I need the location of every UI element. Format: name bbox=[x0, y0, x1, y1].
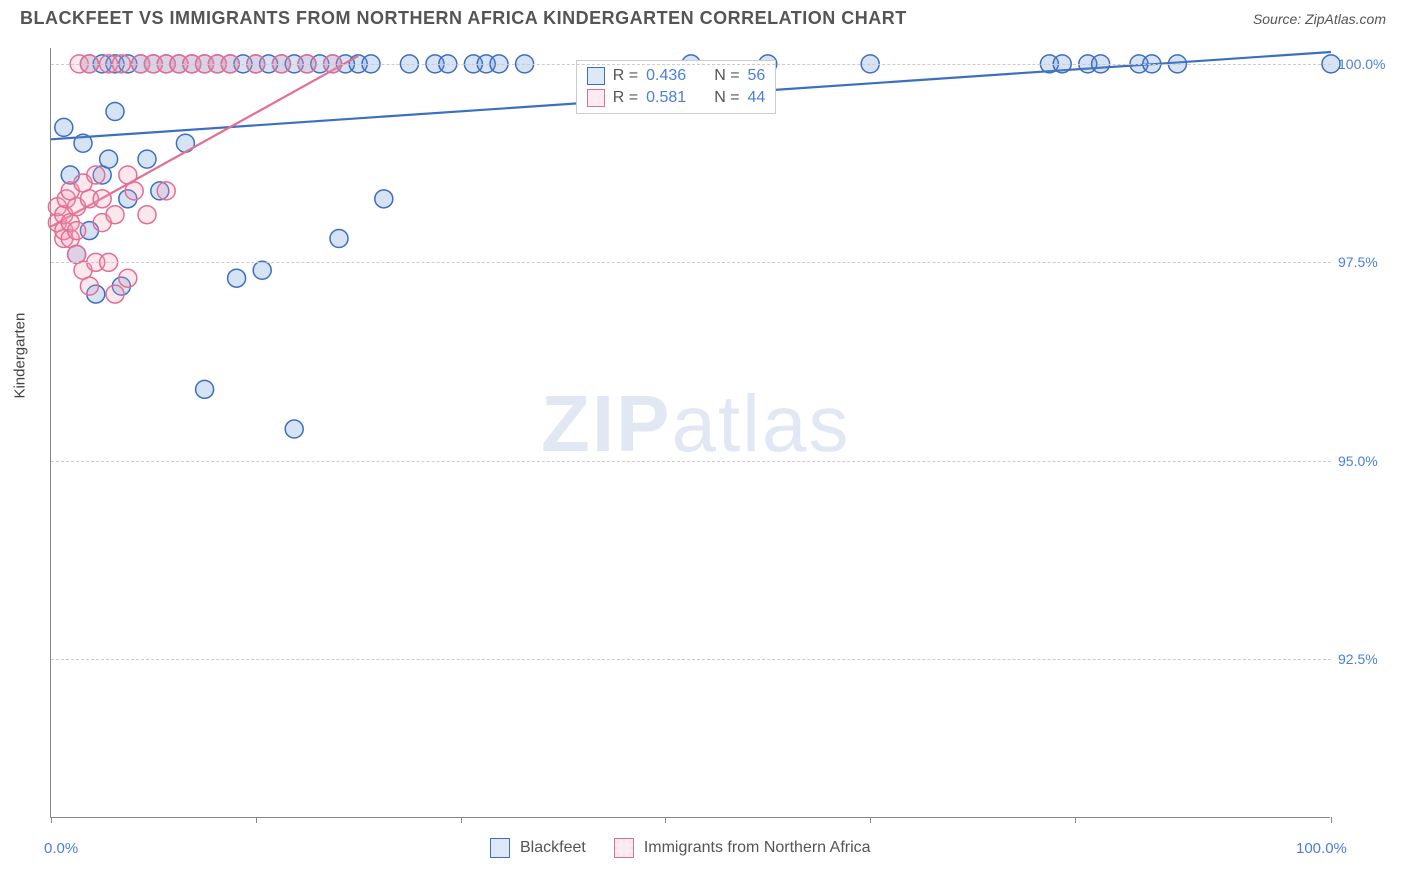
r-label: R = bbox=[613, 89, 638, 107]
chart-source: Source: ZipAtlas.com bbox=[1253, 11, 1386, 27]
data-point bbox=[375, 190, 393, 208]
data-point bbox=[330, 230, 348, 248]
gridline bbox=[51, 262, 1331, 263]
r-label: R = bbox=[613, 67, 638, 85]
x-axis-min-label: 0.0% bbox=[44, 840, 78, 857]
y-tick-label: 95.0% bbox=[1338, 453, 1378, 469]
y-tick-label: 100.0% bbox=[1338, 56, 1385, 72]
x-tick bbox=[1075, 817, 1076, 823]
data-point bbox=[106, 285, 124, 303]
legend: Blackfeet Immigrants from Northern Africa bbox=[490, 838, 889, 858]
data-point bbox=[106, 206, 124, 224]
chart-title: BLACKFEET VS IMMIGRANTS FROM NORTHERN AF… bbox=[20, 8, 907, 29]
y-tick-label: 97.5% bbox=[1338, 254, 1378, 270]
data-point bbox=[106, 103, 124, 121]
data-point bbox=[125, 182, 143, 200]
data-point bbox=[68, 222, 86, 240]
legend-swatch bbox=[587, 67, 605, 85]
x-tick bbox=[665, 817, 666, 823]
legend-label: Blackfeet bbox=[520, 839, 586, 857]
y-axis-title: Kindergarten bbox=[12, 313, 29, 399]
correlation-box: R = 0.436 N = 56 R = 0.581 N = 44 bbox=[576, 60, 777, 114]
data-point bbox=[93, 190, 111, 208]
n-value: 44 bbox=[748, 89, 766, 107]
n-label: N = bbox=[714, 67, 739, 85]
data-point bbox=[157, 182, 175, 200]
data-point bbox=[55, 118, 73, 136]
legend-swatch bbox=[490, 838, 510, 858]
x-tick bbox=[256, 817, 257, 823]
n-label: N = bbox=[714, 89, 739, 107]
data-point bbox=[196, 380, 214, 398]
data-point bbox=[138, 150, 156, 168]
plot-svg bbox=[51, 48, 1331, 818]
x-tick bbox=[461, 817, 462, 823]
gridline bbox=[51, 64, 1331, 65]
gridline bbox=[51, 659, 1331, 660]
chart-area: Kindergarten ZIPatlas R =0.436N =56R =0.… bbox=[50, 48, 1390, 818]
data-point bbox=[228, 269, 246, 287]
legend-label: Immigrants from Northern Africa bbox=[644, 839, 871, 857]
correlation-row: R = 0.436 N = 56 bbox=[587, 65, 766, 87]
x-tick bbox=[870, 817, 871, 823]
correlation-row: R = 0.581 N = 44 bbox=[587, 87, 766, 109]
gridline bbox=[51, 461, 1331, 462]
r-value: 0.436 bbox=[646, 67, 686, 85]
data-point bbox=[87, 166, 105, 184]
data-point bbox=[285, 420, 303, 438]
data-point bbox=[74, 134, 92, 152]
data-point bbox=[100, 150, 118, 168]
data-point bbox=[119, 269, 137, 287]
r-value: 0.581 bbox=[646, 89, 686, 107]
y-tick-label: 92.5% bbox=[1338, 651, 1378, 667]
x-tick bbox=[51, 817, 52, 823]
x-tick bbox=[1331, 817, 1332, 823]
legend-swatch bbox=[587, 89, 605, 107]
legend-swatch bbox=[614, 838, 634, 858]
data-point bbox=[138, 206, 156, 224]
plot-area: ZIPatlas R =0.436N =56R =0.581N =44 bbox=[50, 48, 1330, 818]
data-point bbox=[253, 261, 271, 279]
n-value: 56 bbox=[748, 67, 766, 85]
x-axis-max-label: 100.0% bbox=[1296, 840, 1347, 857]
data-point bbox=[80, 277, 98, 295]
